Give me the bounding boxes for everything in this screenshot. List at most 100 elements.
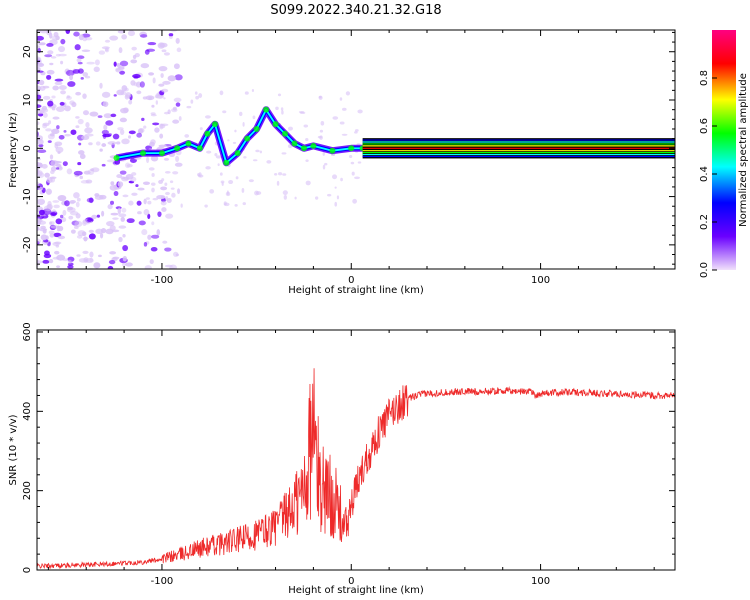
noise-blob: [127, 30, 136, 37]
noise-blob: [194, 91, 198, 95]
colorbar-ticks: 0.0 0.2 0.4 0.6 0.8: [699, 70, 717, 278]
noise-blob: [97, 115, 103, 119]
noise-blob: [38, 79, 45, 86]
noise-blob: [107, 204, 113, 210]
noise-blob: [57, 166, 63, 171]
noise-blob: [37, 66, 41, 72]
noise-blob: [106, 159, 116, 163]
snr-frame: [36, 329, 676, 571]
noise-blob: [104, 48, 109, 52]
noise-blob: [282, 173, 287, 176]
noise-blob: [93, 262, 101, 269]
noise-blob: [234, 204, 238, 207]
ridge-point: [329, 147, 336, 154]
noise-blob: [161, 178, 165, 182]
noise-blob: [137, 187, 145, 191]
noise-blob: [38, 143, 44, 148]
noise-blob: [46, 69, 55, 75]
noise-blob: [172, 119, 180, 124]
noise-blob: [128, 135, 132, 139]
noise-blob: [141, 117, 145, 121]
noise-blob: [244, 91, 249, 95]
noise-blob: [48, 230, 55, 235]
noise-blob: [136, 90, 142, 95]
noise-blob: [151, 221, 155, 226]
noise-blob: [112, 133, 120, 140]
noise-blob: [220, 180, 225, 184]
noise-blob: [87, 218, 93, 223]
noise-blob: [59, 214, 64, 219]
noise-blob: [162, 240, 168, 244]
noise-blob: [173, 97, 182, 103]
noise-blob: [252, 115, 256, 120]
noise-blob: [58, 85, 67, 90]
noise-blob: [77, 68, 84, 74]
noise-blob: [242, 122, 245, 127]
noise-blob: [147, 200, 152, 205]
noise-blob: [177, 188, 181, 195]
noise-blob: [147, 213, 151, 220]
noise-blob: [55, 167, 60, 170]
noise-blob: [99, 194, 107, 200]
noise-blob: [66, 168, 73, 175]
noise-blob: [70, 229, 76, 234]
noise-blob: [165, 213, 174, 219]
y-tick-label: 10: [22, 94, 33, 107]
colorbar-tick-label: 0.8: [699, 70, 710, 86]
noise-blob: [101, 91, 111, 98]
noise-blob: [169, 180, 174, 184]
noise-blob: [125, 262, 133, 267]
noise-blob: [97, 254, 102, 258]
noise-blob: [78, 258, 88, 263]
noise-blob: [41, 105, 48, 111]
noise-blob: [104, 39, 111, 43]
noise-blob: [342, 107, 347, 111]
noise-blob: [176, 47, 182, 53]
noise-blob: [120, 216, 125, 222]
noise-blob: [37, 226, 40, 231]
noise-blob: [94, 193, 100, 197]
noise-blob: [131, 46, 137, 51]
noise-blob: [276, 180, 280, 186]
noise-blob: [46, 43, 54, 47]
noise-blob: [88, 229, 94, 233]
noise-blob: [52, 85, 59, 91]
noise-blob: [175, 37, 180, 44]
noise-blob: [120, 90, 127, 96]
y-tick-label: 600: [22, 322, 33, 341]
noise-blob: [120, 176, 126, 180]
noise-blob: [184, 134, 190, 138]
noise-blob: [255, 149, 260, 153]
noise-blob: [197, 173, 201, 177]
noise-blob: [78, 142, 82, 146]
noise-blob: [150, 155, 159, 162]
noise-blob: [225, 191, 231, 197]
noise-blob: [168, 33, 174, 37]
noise-blob: [37, 62, 45, 68]
noise-blob: [50, 160, 59, 167]
noise-blob: [70, 129, 77, 135]
noise-blob: [161, 207, 167, 213]
noise-blob: [217, 163, 220, 167]
noise-blob: [156, 229, 161, 236]
ridge-point: [196, 145, 203, 152]
noise-blob: [175, 155, 180, 163]
noise-blob: [101, 163, 106, 167]
noise-blob: [119, 129, 125, 135]
noise-blob: [206, 150, 212, 154]
noise-blob: [46, 74, 52, 80]
noise-blob: [86, 197, 94, 203]
ridge-point: [158, 150, 165, 157]
noise-blob: [163, 52, 170, 56]
noise-blob: [205, 166, 211, 170]
noise-blob: [75, 91, 82, 96]
noise-blob: [136, 200, 142, 206]
noise-blob: [143, 209, 150, 216]
noise-blob: [45, 188, 52, 195]
noise-blob: [50, 177, 56, 183]
noise-blob: [99, 82, 103, 89]
noise-blob: [55, 244, 60, 248]
noise-blob: [339, 121, 345, 125]
ridge-point: [185, 140, 192, 147]
